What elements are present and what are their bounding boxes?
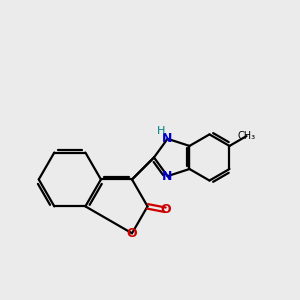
Text: H: H [157,126,165,136]
Text: O: O [127,227,137,240]
Text: N: N [162,169,173,183]
Text: CH₃: CH₃ [237,131,256,141]
Text: O: O [160,203,170,216]
Text: N: N [162,132,173,145]
